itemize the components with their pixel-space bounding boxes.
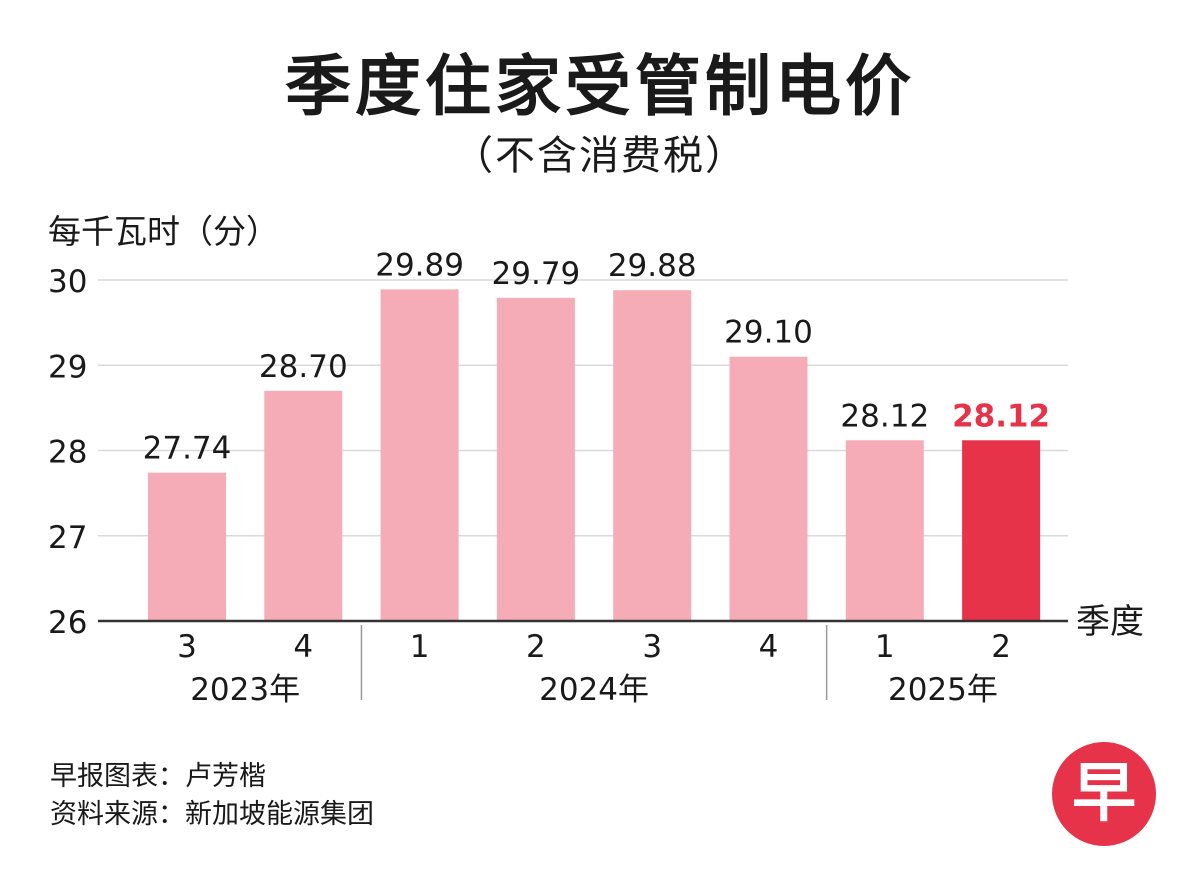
x-tick-label: 4 — [293, 629, 313, 665]
data-label: 29.10 — [724, 315, 813, 351]
x-axis-title: 季度 — [1076, 602, 1144, 642]
x-tick-label: 3 — [177, 629, 197, 665]
y-axis-label: 每千瓦时（分） — [48, 212, 279, 251]
data-label: 28.70 — [259, 349, 348, 385]
bar — [380, 289, 459, 621]
data-label: 29.88 — [608, 248, 697, 284]
x-tick-label: 2 — [526, 629, 546, 665]
data-label: 27.74 — [143, 431, 232, 467]
y-tick-label: 27 — [48, 520, 87, 556]
bar — [729, 356, 808, 621]
x-tick-label: 2 — [991, 629, 1011, 665]
y-tick-label: 28 — [48, 435, 87, 471]
year-label: 2023年 — [190, 672, 300, 708]
chart-subtitle: （不含消费税） — [453, 133, 747, 179]
y-tick-label: 30 — [48, 264, 87, 300]
bar — [148, 472, 226, 621]
bar — [613, 290, 692, 621]
y-tick-label: 26 — [48, 605, 87, 641]
x-tick-label: 1 — [875, 629, 895, 665]
year-label: 2024年 — [539, 672, 649, 708]
data-label: 29.89 — [375, 247, 464, 283]
data-label: 28.12 — [952, 398, 1050, 434]
credit-source: 资料来源：新加坡能源集团 — [50, 799, 374, 830]
y-tick-label: 29 — [48, 349, 87, 385]
data-label: 28.12 — [840, 398, 929, 434]
bar — [496, 297, 575, 621]
chart-title: 季度住家受管制电价 — [285, 48, 915, 125]
bar — [845, 440, 924, 621]
year-label: 2025年 — [888, 672, 998, 708]
x-tick-label: 1 — [410, 629, 430, 665]
credit-author: 早报图表：卢芳楷 — [50, 761, 266, 792]
zaobao-logo: 早 — [1052, 742, 1156, 846]
x-tick-label: 4 — [759, 629, 779, 665]
logo-glyph: 早 — [1072, 757, 1136, 831]
credits: 早报图表：卢芳楷 资料来源：新加坡能源集团 — [50, 758, 374, 834]
bar — [264, 390, 343, 621]
x-tick-label: 3 — [642, 629, 662, 665]
data-label: 29.79 — [492, 256, 581, 292]
bar-highlight — [962, 440, 1041, 621]
